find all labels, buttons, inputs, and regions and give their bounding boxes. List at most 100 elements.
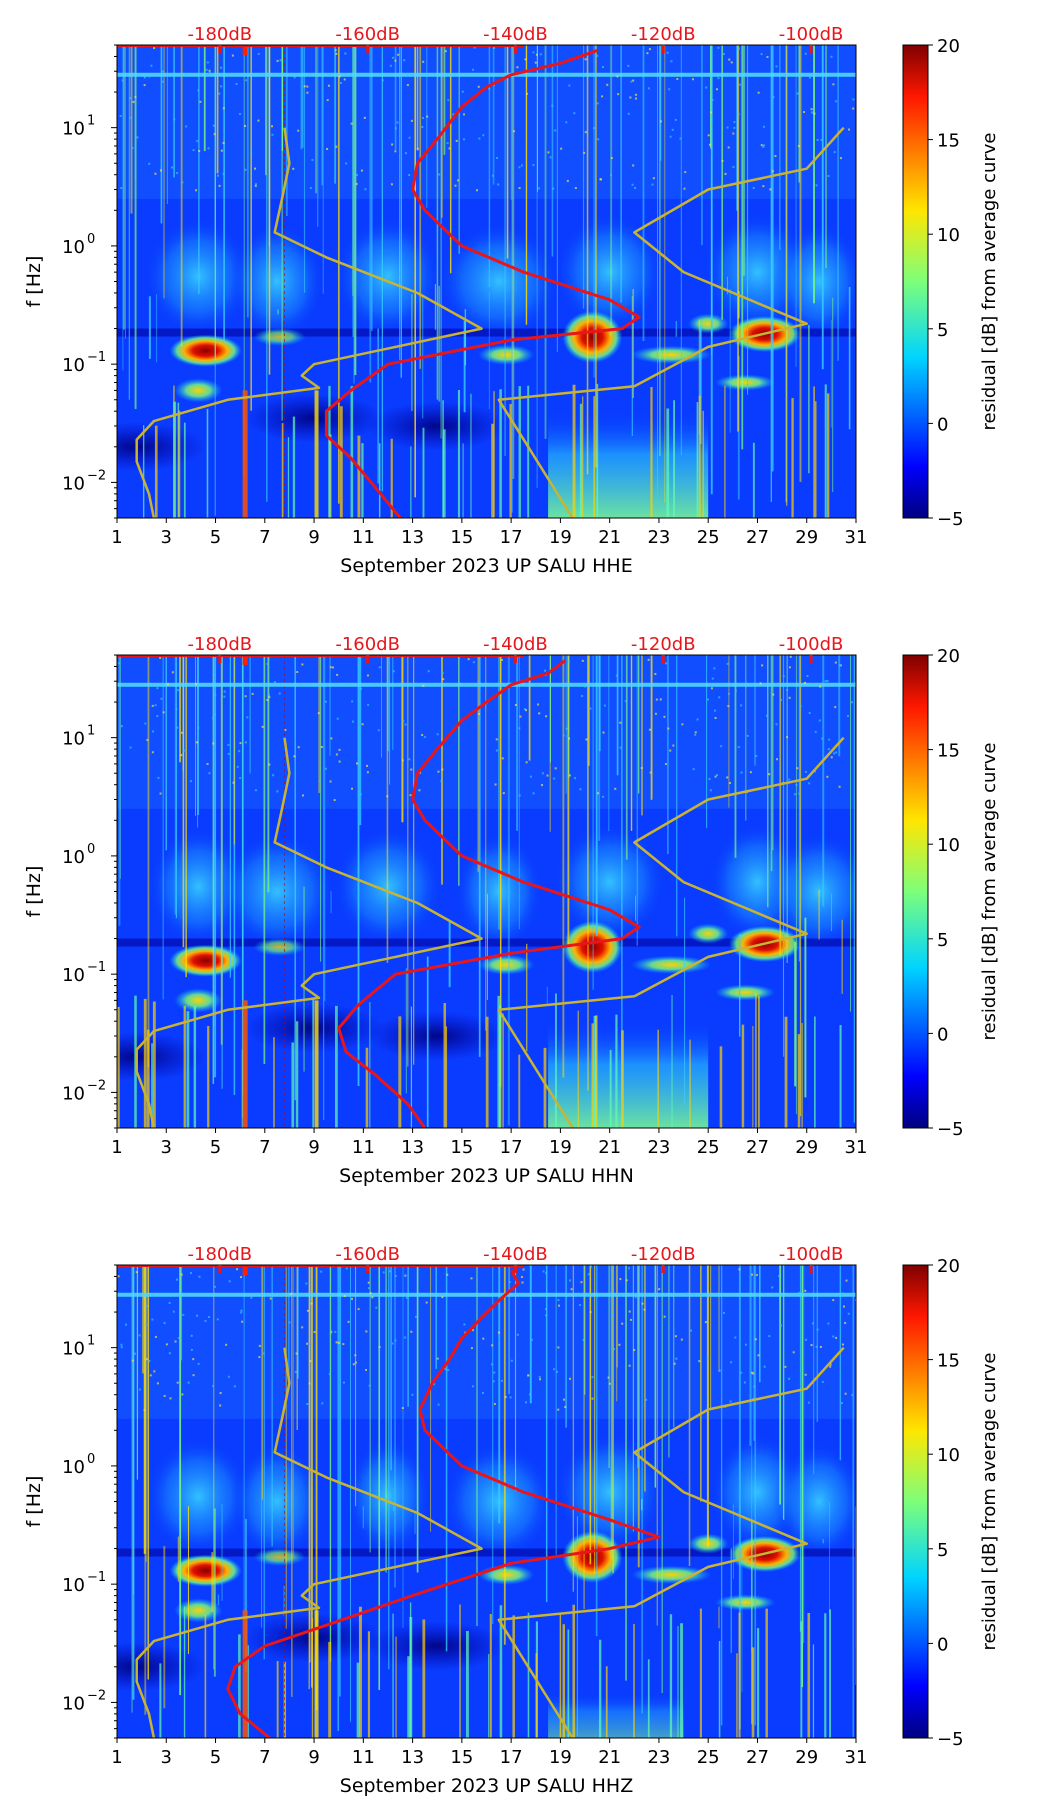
x-tick-label: 13 (401, 527, 424, 548)
x-tick-label: 1 (111, 1137, 122, 1158)
series-1-line (497, 1346, 845, 1738)
x-tick-label: 21 (598, 527, 621, 548)
x-tick-label: 29 (795, 1747, 818, 1768)
db-scale-label: -160dB (335, 1244, 400, 1265)
db-scale-label: -100dB (779, 1244, 844, 1265)
db-scale-label: -140dB (483, 634, 548, 655)
x-tick-label: 25 (697, 527, 720, 548)
spectrogram-heatmap (117, 1265, 856, 1738)
x-tick-label: 13 (401, 1747, 424, 1768)
colorbar-tick-label: 20 (937, 646, 960, 667)
colorbar (902, 654, 929, 1129)
x-tick-label: 7 (259, 527, 270, 548)
x-tick-label: 23 (647, 1137, 670, 1158)
y-tick-exponent: 1 (87, 114, 95, 129)
x-tick-label: 9 (308, 1137, 319, 1158)
x-tick-label: 17 (500, 1747, 523, 1768)
y-tick-label: 10 (62, 965, 85, 986)
y-tick-label: 10 (62, 1693, 85, 1714)
x-tick-label: 15 (450, 527, 473, 548)
x-tick-label: 11 (352, 1137, 375, 1158)
y-tick-exponent: 1 (87, 724, 95, 739)
x-tick-label: 17 (500, 527, 523, 548)
colorbar (902, 44, 929, 519)
x-tick-label: 7 (259, 1747, 270, 1768)
y-tick-exponent: −2 (87, 1688, 106, 1703)
colorbar-tick-label: −5 (937, 509, 964, 530)
x-tick-label: 1 (111, 527, 122, 548)
x-tick-label: 15 (450, 1747, 473, 1768)
x-tick-label: 31 (845, 1747, 868, 1768)
colorbar-tick-label: 0 (937, 414, 948, 435)
x-tick-label: 3 (161, 1137, 172, 1158)
y-tick-label: 10 (62, 847, 85, 868)
db-scale-label: -180dB (188, 634, 253, 655)
colorbar-tick-label: 20 (937, 1256, 960, 1277)
series-0-line (135, 1347, 483, 1738)
x-tick-label: 19 (549, 527, 572, 548)
y-tick-label: 10 (62, 355, 85, 376)
db-scale-label: -140dB (483, 1244, 548, 1265)
db-scale-label: -180dB (188, 24, 253, 45)
y-tick-exponent: −1 (87, 1570, 106, 1585)
y-tick-label: 10 (62, 473, 85, 494)
db-scale-label: -120dB (631, 24, 696, 45)
y-tick-label: 10 (62, 729, 85, 750)
y-tick-label: 10 (62, 1575, 85, 1596)
y-axis-label: f [Hz] (23, 256, 45, 308)
x-tick-label: 5 (210, 1137, 221, 1158)
x-tick-label: 19 (549, 1747, 572, 1768)
y-tick-exponent: −1 (87, 350, 106, 365)
x-tick-label: 7 (259, 1137, 270, 1158)
db-scale-label: -100dB (779, 634, 844, 655)
x-tick-label: 9 (308, 1747, 319, 1768)
y-tick-label: 10 (62, 1083, 85, 1104)
db-scale-label: -100dB (779, 24, 844, 45)
colorbar-tick-label: 15 (937, 741, 960, 762)
colorbar-tick-label: −5 (937, 1119, 964, 1140)
series-0-line (135, 737, 483, 1128)
colorbar-label: residual [dB] from average curve (979, 132, 1000, 430)
series-2-line (337, 659, 641, 1128)
db-scale-label: -140dB (483, 24, 548, 45)
colorbar-tick-label: 10 (937, 225, 960, 246)
x-tick-label: 25 (697, 1137, 720, 1158)
series-2-line (324, 48, 641, 518)
y-tick-exponent: −2 (87, 468, 106, 483)
x-tick-label: 21 (598, 1747, 621, 1768)
x-tick-label: 11 (352, 527, 375, 548)
colorbar-tick-label: 10 (937, 1445, 960, 1466)
series-1-line (497, 736, 845, 1128)
x-tick-label: 17 (500, 1137, 523, 1158)
db-scale-label: -160dB (335, 634, 400, 655)
x-tick-label: 31 (845, 1137, 868, 1158)
spectrogram-heatmap (117, 45, 856, 518)
x-tick-label: 27 (746, 527, 769, 548)
colorbar-tick-label: 5 (937, 930, 948, 951)
x-tick-label: 27 (746, 1747, 769, 1768)
y-tick-exponent: 1 (87, 1334, 95, 1349)
colorbar-label: residual [dB] from average curve (979, 742, 1000, 1040)
x-tick-label: 23 (647, 1747, 670, 1768)
series-2-line (226, 1269, 661, 1738)
x-tick-label: 9 (308, 527, 319, 548)
x-tick-label: 29 (795, 527, 818, 548)
colorbar-tick-label: −5 (937, 1729, 964, 1750)
y-tick-exponent: 0 (87, 1452, 95, 1467)
x-tick-label: 23 (647, 527, 670, 548)
colorbar (902, 1264, 929, 1739)
x-tick-label: 3 (161, 1747, 172, 1768)
spectrogram-heatmap (117, 655, 856, 1128)
colorbar-tick-label: 0 (937, 1024, 948, 1045)
x-tick-label: 21 (598, 1137, 621, 1158)
x-axis-label: September 2023 UP SALU HHE (340, 555, 632, 577)
y-axis-label: f [Hz] (23, 866, 45, 918)
x-axis-label: September 2023 UP SALU HHN (339, 1165, 634, 1187)
colorbar-tick-label: 5 (937, 320, 948, 341)
x-tick-label: 19 (549, 1137, 572, 1158)
x-axis-label: September 2023 UP SALU HHZ (340, 1775, 633, 1797)
db-scale-label: -120dB (631, 634, 696, 655)
